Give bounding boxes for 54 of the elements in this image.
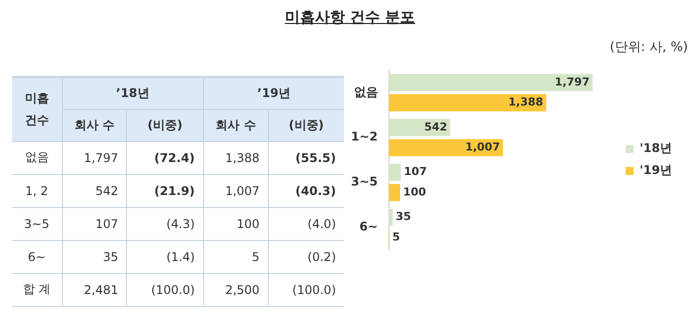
text: (100.0) bbox=[268, 273, 344, 306]
text: 1,797 bbox=[62, 141, 127, 174]
text: 1, 2 bbox=[12, 174, 62, 207]
text: (72.4) bbox=[126, 141, 204, 174]
text: 1,388 bbox=[203, 141, 268, 174]
text: 100 bbox=[203, 207, 268, 240]
text: ’18년 bbox=[62, 77, 204, 109]
text: (100.0) bbox=[126, 273, 204, 306]
y-tick-label: 없음 bbox=[354, 84, 378, 99]
text: 6~ bbox=[12, 240, 62, 273]
text: (비중) bbox=[126, 109, 204, 141]
y-tick-label: 1~2 bbox=[350, 130, 378, 144]
data-label: 542 bbox=[424, 120, 448, 134]
text: 회사 수 bbox=[203, 109, 268, 141]
text: 회사 수 bbox=[62, 109, 127, 141]
text: (55.5) bbox=[268, 141, 344, 174]
data-label: 35 bbox=[396, 210, 412, 224]
text: 미흡 건수 bbox=[12, 77, 62, 141]
bar bbox=[388, 139, 503, 156]
legend-label: '19년 bbox=[640, 163, 672, 178]
text: 합 계 bbox=[12, 273, 62, 306]
text: 107 bbox=[62, 207, 127, 240]
text: (0.2) bbox=[268, 240, 344, 273]
text: (40.3) bbox=[268, 174, 344, 207]
text: (4.3) bbox=[126, 207, 204, 240]
text: 5 bbox=[203, 240, 268, 273]
bar bbox=[388, 208, 393, 226]
bar bbox=[388, 94, 546, 112]
text: 3~5 bbox=[12, 207, 62, 240]
data-label: 100 bbox=[403, 185, 426, 198]
text: 2,500 bbox=[203, 273, 268, 306]
text: (단위: 사, %) bbox=[608, 39, 688, 57]
data-label: 1,007 bbox=[465, 140, 500, 154]
bar bbox=[388, 164, 401, 181]
data-label: 1,797 bbox=[554, 75, 590, 88]
text: 35 bbox=[62, 240, 127, 273]
text: (1.4) bbox=[126, 240, 204, 273]
text: (4.0) bbox=[268, 207, 344, 240]
text: (21.9) bbox=[126, 174, 204, 207]
data-label: 107 bbox=[404, 165, 427, 178]
text: 542 bbox=[62, 174, 127, 207]
text: 2,481 bbox=[62, 273, 127, 306]
text: 없음 bbox=[12, 141, 62, 174]
text: 미흡사항 건수 분포 bbox=[284, 8, 416, 27]
y-tick-label: 3~5 bbox=[350, 174, 378, 189]
y-tick-label: 6~ bbox=[359, 219, 378, 234]
text: ’19년 bbox=[203, 77, 344, 109]
text: (비중) bbox=[268, 109, 344, 141]
bar bbox=[388, 184, 400, 202]
bar bbox=[388, 74, 593, 92]
text: 1,007 bbox=[203, 174, 268, 207]
data-label: 1,388 bbox=[508, 96, 544, 109]
data-label: 5 bbox=[392, 230, 400, 244]
legend-label: '18년 bbox=[640, 141, 672, 156]
